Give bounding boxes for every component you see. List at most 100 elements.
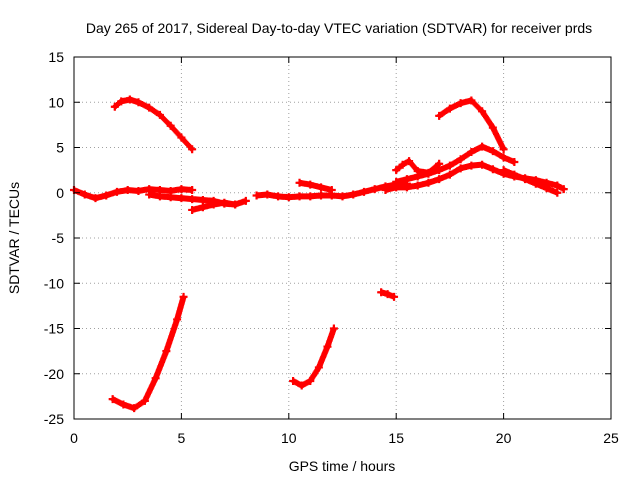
data-point <box>553 181 562 190</box>
data-point <box>119 400 128 409</box>
data-point <box>102 191 111 200</box>
data-point <box>252 191 261 200</box>
data-point <box>456 155 465 164</box>
data-point <box>140 396 149 405</box>
y-tick-label: -10 <box>44 275 64 291</box>
data-point <box>510 170 519 179</box>
data-point <box>499 153 508 162</box>
y-tick-label: -15 <box>44 321 64 337</box>
data-point <box>188 205 197 214</box>
data-point <box>521 175 530 184</box>
data-point <box>162 347 171 356</box>
data-point <box>398 160 407 169</box>
chart-title: Day 265 of 2017, Sidereal Day-to-day VTE… <box>86 20 592 36</box>
data-point <box>284 193 293 202</box>
data-point <box>220 198 229 207</box>
data-point <box>456 99 465 108</box>
data-point <box>123 186 132 195</box>
data-point <box>289 376 298 385</box>
data-point <box>359 187 368 196</box>
data-point <box>317 191 326 200</box>
data-point <box>390 292 399 301</box>
data-point <box>317 183 326 192</box>
data-point <box>381 186 390 195</box>
data-point <box>383 290 392 299</box>
data-point <box>155 192 164 201</box>
x-tick-label: 10 <box>281 430 297 446</box>
data-point <box>488 123 497 132</box>
y-tick-label: 15 <box>48 49 64 65</box>
data-point <box>166 121 175 130</box>
data-point <box>405 157 414 166</box>
data-point <box>499 166 508 175</box>
data-point <box>377 288 386 297</box>
x-tick-label: 25 <box>603 430 619 446</box>
data-point <box>145 190 154 199</box>
data-series <box>70 95 568 413</box>
data-point <box>306 376 315 385</box>
data-point <box>467 148 476 157</box>
series-arc-high-1 <box>110 95 197 154</box>
data-point <box>559 185 568 194</box>
y-tick-label: 0 <box>56 185 64 201</box>
x-tick-label: 5 <box>178 430 186 446</box>
x-tick-label: 0 <box>70 430 78 446</box>
data-point <box>112 187 121 196</box>
data-point <box>499 145 508 154</box>
series-arc-small-hump <box>392 157 444 177</box>
data-point <box>435 175 444 184</box>
data-point <box>478 107 487 116</box>
data-point <box>542 184 551 193</box>
data-point <box>478 160 487 169</box>
data-point <box>413 181 422 190</box>
data-point <box>241 196 250 205</box>
data-point <box>173 315 182 324</box>
axis-ticks: 0 5 10 15 20 25 -25 -20 -15 -10 -5 0 5 10 15 <box>44 49 619 446</box>
y-axis-label: SDTVAR / TECUs <box>6 182 22 294</box>
data-point <box>130 404 139 413</box>
data-point <box>179 292 188 301</box>
data-point <box>108 395 117 404</box>
y-tick-label: 10 <box>48 94 64 110</box>
data-point <box>445 161 454 170</box>
data-point <box>435 159 444 168</box>
y-tick-label: -20 <box>44 366 64 382</box>
data-point <box>91 194 100 203</box>
data-point <box>80 190 89 199</box>
data-point <box>531 179 540 188</box>
data-point <box>435 111 444 120</box>
data-point <box>327 186 336 195</box>
series-base-arc-4 <box>252 179 411 202</box>
data-point <box>392 166 401 175</box>
data-point <box>456 164 465 173</box>
x-tick-label: 15 <box>388 430 404 446</box>
data-point <box>117 97 126 106</box>
series-base-arc-3 <box>188 198 240 214</box>
data-point <box>370 185 379 194</box>
series-arc-high-2 <box>435 96 508 154</box>
data-point <box>445 104 454 113</box>
data-point <box>177 194 186 203</box>
y-tick-label: -25 <box>44 411 64 427</box>
data-point <box>424 168 433 177</box>
data-point <box>177 133 186 142</box>
data-point <box>424 178 433 187</box>
data-point <box>125 95 134 104</box>
data-point <box>177 185 186 194</box>
data-point <box>553 188 562 197</box>
data-point <box>329 324 338 333</box>
data-point <box>188 145 197 154</box>
data-point <box>231 200 240 209</box>
data-point <box>297 381 306 390</box>
data-point <box>274 192 283 201</box>
data-point <box>134 98 143 107</box>
data-point <box>166 193 175 202</box>
data-point <box>323 342 332 351</box>
data-point <box>478 142 487 151</box>
data-point <box>402 175 411 184</box>
data-point <box>413 167 422 176</box>
data-point <box>188 195 197 204</box>
data-point <box>488 165 497 174</box>
